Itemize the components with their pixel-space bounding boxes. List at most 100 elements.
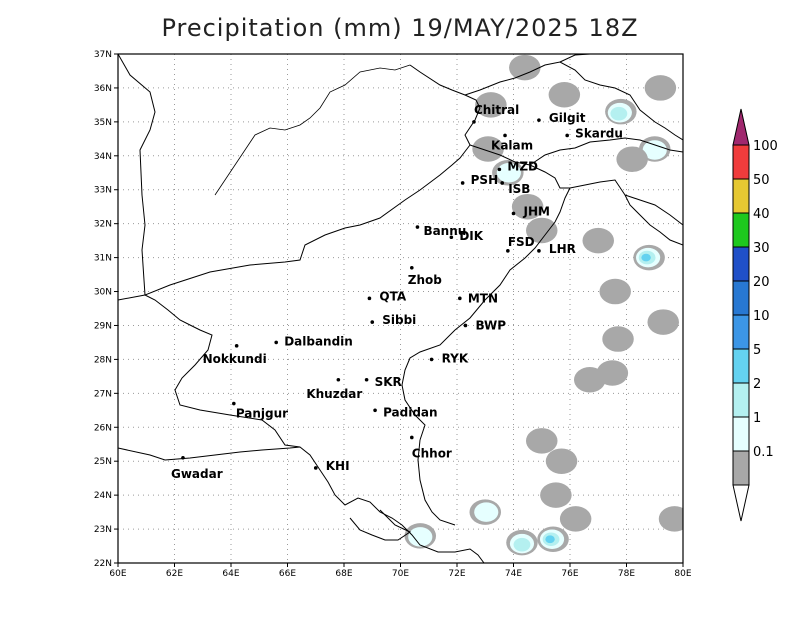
colorbar-box	[732, 348, 750, 384]
precip-cell	[582, 227, 614, 254]
city-label: Gwadar	[171, 467, 223, 481]
city-label: KHI	[326, 459, 350, 473]
colorbar-label: 40	[753, 207, 770, 222]
lat-tick-label: 23N	[94, 525, 112, 535]
lon-tick-label: 60E	[109, 569, 126, 579]
city-label: Gilgit	[549, 111, 586, 125]
precip-cell	[513, 537, 531, 552]
lon-tick-label: 80E	[674, 569, 691, 579]
city-label: Padidan	[383, 405, 438, 419]
lat-tick-label: 29N	[94, 321, 112, 331]
lon-tick-label: 78E	[618, 569, 635, 579]
lat-tick-label: 24N	[94, 491, 112, 501]
city-dot	[232, 401, 236, 406]
colorbar-box	[732, 178, 750, 214]
city-dot	[449, 235, 454, 240]
city-label: Sibbi	[382, 313, 416, 327]
city-dot	[410, 435, 414, 440]
colorbar-box	[732, 212, 750, 248]
border-iran-north	[118, 294, 146, 301]
internal-boundary	[214, 64, 411, 196]
lat-tick-label: 34N	[94, 152, 112, 162]
city-label: Dalbandin	[284, 334, 353, 348]
precip-cell	[408, 527, 433, 547]
city-label: Khuzdar	[306, 387, 362, 401]
city-label: FSD	[508, 235, 535, 249]
city-dot	[506, 249, 510, 253]
lat-tick-label: 37N	[94, 50, 112, 60]
border-west	[143, 64, 481, 448]
colorbar-top-triangle	[732, 108, 750, 146]
lon-ticks: 60E 62E 64E 66E 68E 70E 72E 74E 76E 78E 80E	[109, 563, 692, 579]
colorbar-label: 5	[753, 343, 761, 358]
colorbar-label: 0.1	[753, 445, 774, 460]
precip-cell	[644, 75, 677, 101]
lat-tick-label: 31N	[94, 254, 112, 264]
border-east	[401, 187, 571, 441]
city-label: Bannu	[423, 224, 466, 238]
precip-cell	[475, 92, 507, 118]
city-dot	[500, 181, 505, 185]
border-east-nepal	[624, 194, 683, 226]
precip-cell	[559, 506, 592, 532]
city-dot	[497, 167, 502, 172]
colorbar-label: 1	[753, 411, 761, 426]
colorbar-box	[732, 450, 750, 486]
boundaries	[118, 54, 683, 563]
precip-cell	[526, 217, 558, 244]
lat-tick-label: 30N	[94, 288, 112, 298]
colorbar-box	[732, 382, 750, 418]
city-dot	[313, 466, 318, 470]
city-label: Panjgur	[236, 407, 288, 421]
city-dot	[364, 377, 369, 382]
precip-cell	[658, 506, 683, 532]
lat-tick-label: 25N	[94, 457, 112, 467]
chart-title: Precipitation (mm) 19/MAY/2025 18Z	[161, 14, 639, 42]
city-dot	[511, 211, 516, 216]
precip-cell	[509, 54, 541, 81]
city-dot	[370, 320, 375, 324]
lat-tick-label: 26N	[94, 423, 112, 433]
city-dot	[460, 181, 465, 185]
lon-tick-label: 66E	[279, 569, 296, 579]
colorbar-box	[732, 144, 750, 180]
colorbar-box	[732, 280, 750, 316]
precip-cell	[545, 535, 555, 544]
city-label: PSH	[471, 173, 498, 187]
precip-cell	[472, 136, 504, 162]
colorbar-label: 20	[753, 275, 770, 290]
city-label: RYK	[442, 351, 469, 365]
city-dot	[429, 357, 434, 362]
lon-tick-label: 74E	[505, 569, 522, 579]
city-dot	[274, 340, 279, 345]
lon-tick-label: 64E	[222, 569, 239, 579]
precipitation-layer	[404, 54, 683, 556]
city-dot	[537, 118, 541, 122]
lat-tick-label: 35N	[94, 118, 112, 128]
city-label: JHM	[523, 204, 550, 218]
lat-tick-label: 33N	[94, 186, 112, 196]
precip-cell	[548, 81, 581, 108]
precip-cell	[602, 326, 634, 352]
colorbar-bottom-triangle	[732, 484, 750, 522]
city-dot	[367, 296, 372, 301]
city-label: DIK	[459, 229, 483, 243]
city-label: QTA	[379, 289, 406, 303]
coastline-kutch	[349, 509, 412, 541]
precip-cell	[496, 162, 521, 183]
lon-tick-label: 68E	[335, 569, 352, 579]
city-label: ISB	[508, 182, 530, 196]
city-label: Chhor	[412, 446, 452, 460]
city-label: LHR	[549, 242, 576, 256]
lat-tick-label: 27N	[94, 389, 112, 399]
precip-cell	[647, 309, 679, 335]
city-label: MZD	[507, 159, 538, 173]
city-dot	[181, 456, 185, 460]
precip-cell	[540, 482, 572, 508]
city-label: MTN	[468, 291, 498, 305]
gridlines	[118, 54, 683, 563]
city-markers: Chitral Gilgit Kalam Skardu MZD PSH ISB JHM Bann…	[171, 103, 623, 481]
lat-tick-label: 36N	[94, 84, 112, 94]
lat-ticks: 22N 23N 24N 25N 26N 27N 28N 29N 30N 31N 32N 33N 34N 3…	[94, 50, 118, 569]
lon-tick-label: 72E	[448, 569, 465, 579]
